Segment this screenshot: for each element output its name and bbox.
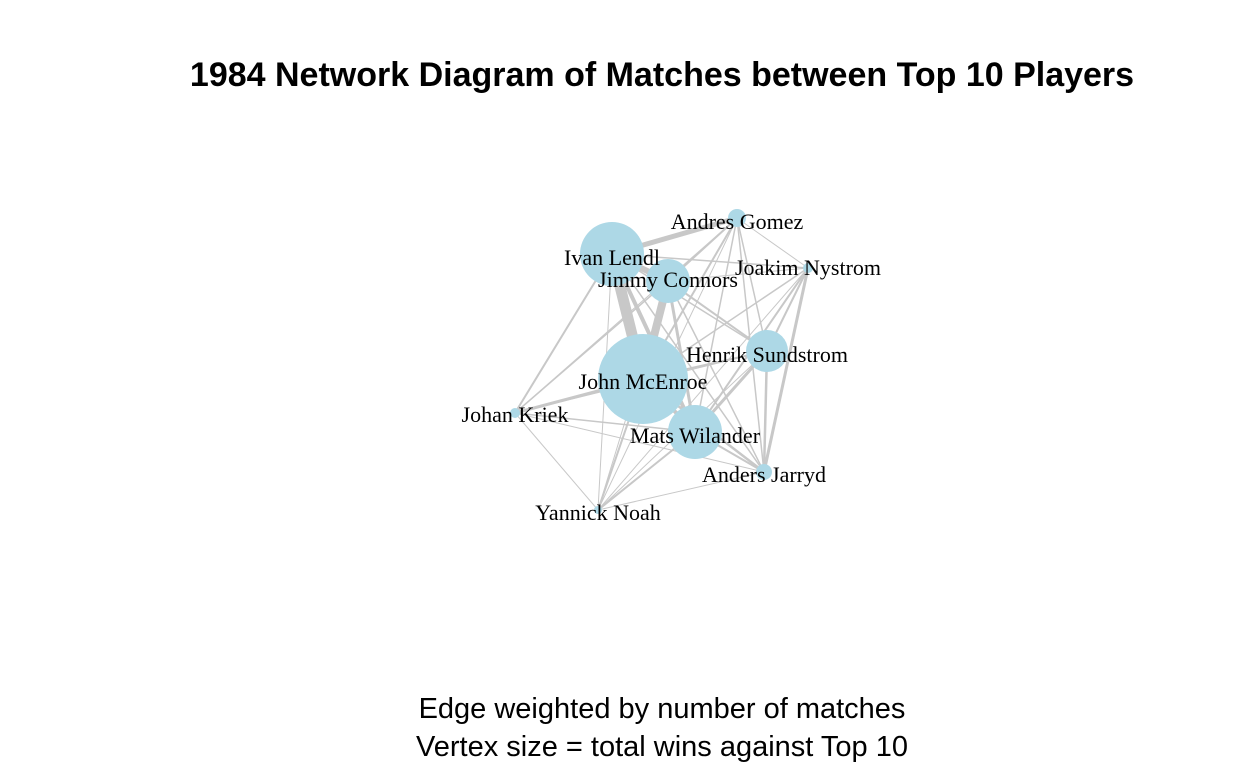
vertex-label-noah: Yannick Noah bbox=[535, 500, 660, 525]
vertex-label-sundstrom: Henrik Sundstrom bbox=[686, 342, 848, 367]
vertex-label-jarryd: Anders Jarryd bbox=[702, 462, 826, 487]
vertex-label-wilander: Mats Wilander bbox=[630, 423, 761, 448]
vertex-label-nystrom: Joakim Nystrom bbox=[735, 255, 881, 280]
caption-vertex-size: Vertex size = total wins against Top 10 bbox=[0, 728, 1248, 766]
caption-edge-weight: Edge weighted by number of matches bbox=[0, 690, 1248, 728]
vertex-label-connors: Jimmy Connors bbox=[598, 267, 738, 292]
chart-caption: Edge weighted by number of matches Verte… bbox=[0, 690, 1248, 766]
vertex-label-mcenroe: John McEnroe bbox=[579, 369, 708, 394]
vertex-label-kriek: Johan Kriek bbox=[462, 402, 569, 427]
vertex-label-gomez: Andres Gomez bbox=[671, 209, 804, 234]
edge-kriek-noah bbox=[515, 413, 598, 510]
